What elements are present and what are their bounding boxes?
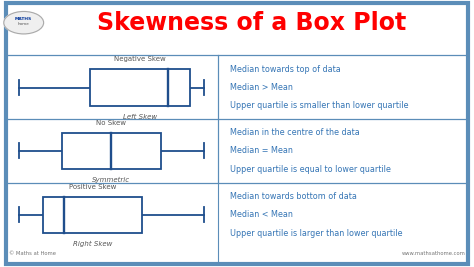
FancyBboxPatch shape	[6, 3, 468, 264]
Text: Negative Skew: Negative Skew	[114, 56, 166, 62]
Text: Upper quartile is smaller than lower quartile: Upper quartile is smaller than lower qua…	[230, 101, 409, 110]
Text: Median > Mean: Median > Mean	[230, 83, 293, 92]
Text: MATHS: MATHS	[15, 17, 32, 21]
Text: Upper quartile is larger than lower quartile: Upper quartile is larger than lower quar…	[230, 229, 402, 238]
Text: Median in the centre of the data: Median in the centre of the data	[230, 128, 360, 137]
Text: No Skew: No Skew	[96, 120, 127, 125]
Text: Median < Mean: Median < Mean	[230, 210, 293, 219]
Bar	[90, 69, 190, 106]
Bar	[43, 197, 142, 233]
Text: Median = Mean: Median = Mean	[230, 146, 293, 155]
Bar	[62, 133, 161, 169]
Circle shape	[4, 11, 44, 34]
Text: Median towards bottom of data: Median towards bottom of data	[230, 192, 357, 201]
Text: Median towards top of data: Median towards top of data	[230, 65, 341, 74]
Text: Right Skew: Right Skew	[73, 241, 112, 247]
Text: Upper quartile is equal to lower quartile: Upper quartile is equal to lower quartil…	[230, 164, 391, 174]
Text: Positive Skew: Positive Skew	[69, 184, 116, 190]
Text: Skewness of a Box Plot: Skewness of a Box Plot	[97, 11, 406, 35]
Text: Left Skew: Left Skew	[123, 114, 157, 120]
Text: © Maths at Home: © Maths at Home	[9, 251, 55, 256]
Text: Symmetric: Symmetric	[92, 177, 130, 183]
Text: www.mathsathome.com: www.mathsathome.com	[401, 251, 465, 256]
Text: home: home	[18, 22, 29, 26]
